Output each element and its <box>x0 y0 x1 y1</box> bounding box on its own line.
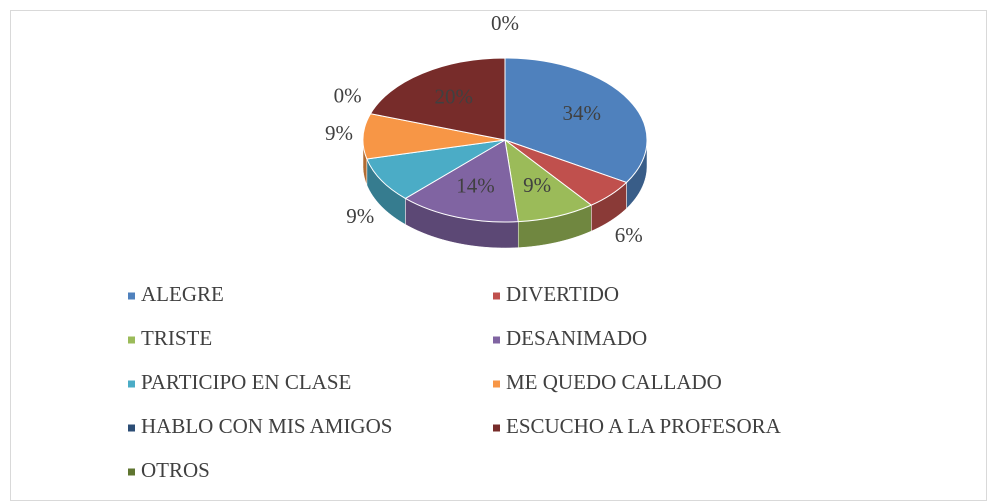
pie-slice <box>369 57 506 141</box>
data-label: 14% <box>456 174 495 198</box>
legend-swatch <box>128 380 135 388</box>
legend-swatch <box>128 336 135 344</box>
legend-label: ESCUCHO A LA PROFESORA <box>506 414 782 438</box>
pie-slice <box>404 139 519 223</box>
legend-swatch <box>128 468 135 476</box>
data-label: 0% <box>491 11 519 35</box>
pie-slice <box>504 57 648 184</box>
legend-label: ALEGRE <box>141 282 224 306</box>
legend-swatch <box>128 424 135 432</box>
legend-label: HABLO CON MIS AMIGOS <box>141 414 392 438</box>
data-label: 34% <box>562 101 601 125</box>
data-label: 20% <box>434 84 473 108</box>
data-label: 6% <box>615 223 643 247</box>
legend-label: DIVERTIDO <box>506 282 619 306</box>
data-label: 9% <box>325 121 353 145</box>
legend-swatch <box>493 380 500 388</box>
legend-swatch <box>493 292 500 300</box>
legend-label: TRISTE <box>141 326 212 350</box>
pie-slice <box>504 138 593 223</box>
legend-swatch <box>128 292 135 300</box>
data-label: 0% <box>334 84 362 108</box>
legend-label: PARTICIPO EN CLASE <box>141 370 351 394</box>
data-label: 9% <box>346 204 374 228</box>
legend-swatch <box>493 424 500 432</box>
legend-swatch <box>493 336 500 344</box>
legend-label: ME QUEDO CALLADO <box>506 370 722 394</box>
pie-slice <box>362 113 506 160</box>
legend-label: OTROS <box>141 458 210 482</box>
legend-label: DESANIMADO <box>506 326 647 350</box>
data-label: 9% <box>523 173 551 197</box>
